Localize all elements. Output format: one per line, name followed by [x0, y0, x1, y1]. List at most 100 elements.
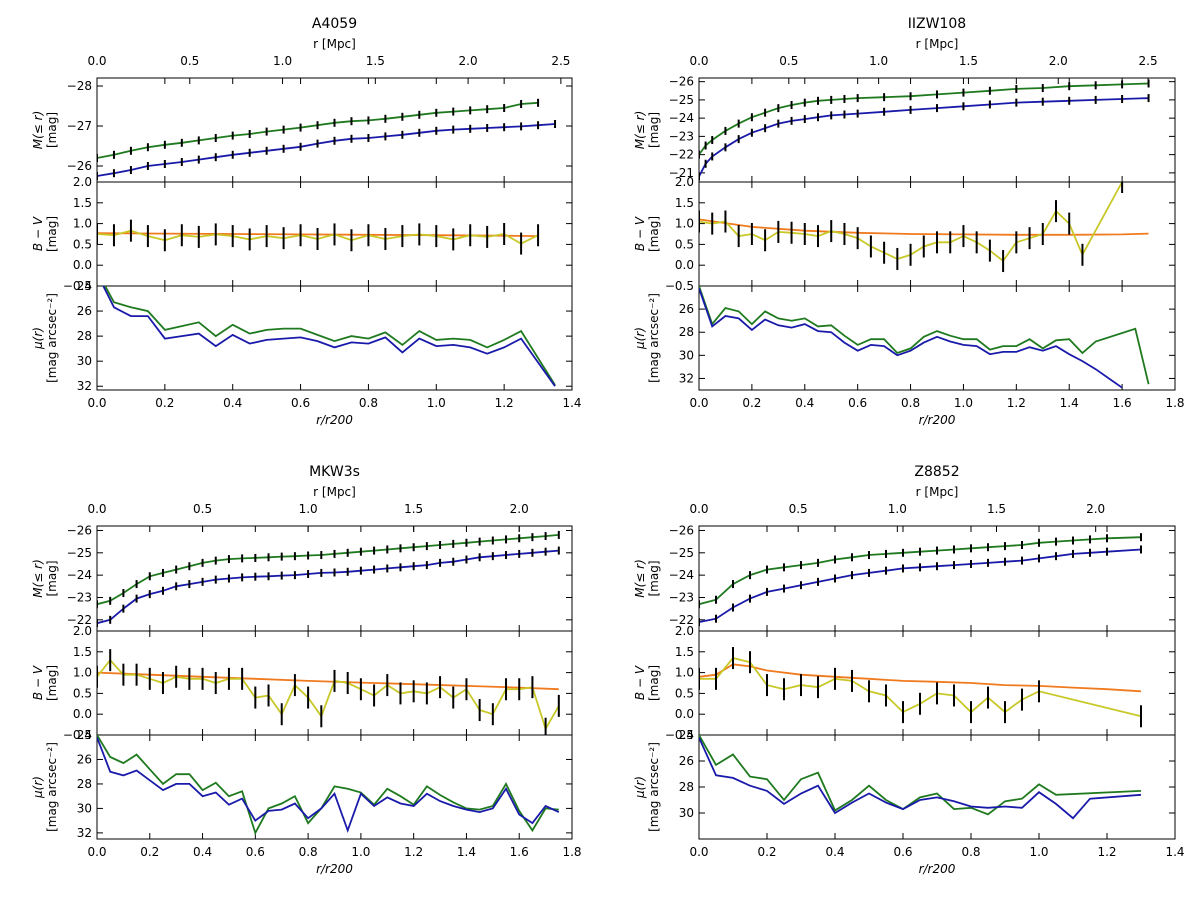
y-tick-label: 1.0	[73, 666, 92, 680]
x-tick-label: 1.6	[1113, 396, 1132, 410]
y-tick-label: 32	[77, 826, 92, 840]
y-tick-label: −26	[669, 75, 694, 89]
y-tick-label: 24	[77, 279, 92, 293]
y-axis-unit: [mag arcsec⁻²]	[45, 293, 59, 383]
top-tick-label: 0.5	[180, 54, 199, 68]
series-line-green	[699, 735, 1142, 816]
x-tick-label: 0.0	[689, 396, 708, 410]
series-line-blue	[699, 288, 1123, 389]
y-axis-label: μ(r)	[633, 776, 647, 799]
panel-frame	[698, 525, 1176, 632]
x-tick-label: 0.8	[299, 845, 318, 859]
series-line-blue	[102, 286, 556, 387]
series-group	[699, 79, 1150, 181]
y-tick-label: −23	[669, 590, 694, 604]
x-tick-label: 0.0	[87, 396, 106, 410]
top-tick-label: 0.0	[87, 54, 106, 68]
y-tick-label: −24	[669, 111, 694, 125]
y-tick-label: −0.5	[665, 728, 694, 742]
top-tick-label: 1.0	[299, 502, 318, 516]
y-axis-label: M(≤ r)	[633, 111, 647, 150]
y-axis-unit: [mag arcsec⁻²]	[647, 742, 661, 832]
y-tick-label: −0.5	[63, 279, 92, 293]
top-tick-label: 0.5	[789, 502, 808, 516]
top-tick-label: 0.0	[689, 54, 708, 68]
x-tick-label: 1.8	[1165, 396, 1184, 410]
y-axis-unit: [mag]	[45, 112, 59, 148]
bottom-axis-label: r/r200	[919, 862, 956, 876]
y-tick-label: 28	[679, 780, 694, 794]
y-axis-label: B − V	[31, 665, 45, 700]
y-tick-label: 1.5	[675, 196, 694, 210]
x-tick-label: 1.4	[562, 396, 581, 410]
y-axis-label: μ(r)	[633, 327, 647, 350]
y-axis-label: μ(r)	[31, 776, 45, 799]
y-axis-label: μ(r)	[31, 327, 45, 350]
x-tick-label: 1.2	[404, 845, 423, 859]
y-axis-label: B − V	[31, 216, 45, 251]
subplot-a4059: A4059 r [Mpc] 0.0 0.5 1.0 1.5 2.0 2.5 −26 −27 −28 M…	[31, 16, 582, 427]
chart-title: MKW3s	[309, 464, 360, 480]
y-tick-label: 0.5	[73, 686, 92, 700]
top-axis-label: r [Mpc]	[916, 485, 959, 499]
chart-title: A4059	[312, 16, 357, 32]
panel-colour: −0.5 0.0 0.5 1.0 1.5 2.0 B − V [mag]	[31, 624, 573, 742]
x-tick-label: 1.8	[562, 845, 581, 859]
y-tick-label: −22	[669, 613, 694, 627]
series-group	[699, 182, 1149, 273]
y-axis-unit: [mag]	[45, 216, 59, 252]
y-tick-label: −26	[67, 523, 92, 537]
top-tick-label: 2.0	[1049, 54, 1068, 68]
y-tick-label: −22	[669, 148, 694, 162]
series-line-blue	[97, 123, 556, 177]
y-tick-label: 1.5	[73, 645, 92, 659]
y-axis-unit: [mag]	[647, 560, 661, 596]
panel-surface-brightness: 26 28 30 32 μ(r) [mag arcsec⁻²] 0.0 0.2 0.4 0.6 0.…	[633, 285, 1185, 427]
y-tick-label: 0.5	[675, 237, 694, 251]
x-tick-label: 0.6	[848, 396, 867, 410]
x-tick-label: 0.4	[825, 845, 844, 859]
x-tick-label: 0.8	[961, 845, 980, 859]
y-axis-label: M(≤ r)	[31, 111, 45, 150]
y-tick-label: 26	[77, 752, 92, 766]
y-tick-label: 0.5	[675, 686, 694, 700]
y-tick-label: −25	[669, 546, 694, 560]
series-line-yellow	[97, 658, 560, 732]
top-tick-label: 1.5	[959, 54, 978, 68]
y-tick-label: 2.0	[73, 175, 92, 189]
y-tick-label: −24	[67, 568, 92, 582]
x-tick-label: 0.6	[291, 396, 310, 410]
x-tick-label: 0.6	[246, 845, 265, 859]
y-tick-label: 1.0	[675, 217, 694, 231]
series-line-blue	[97, 549, 559, 625]
panel-frame	[96, 77, 573, 183]
top-tick-label: 1.5	[366, 54, 385, 68]
top-tick-label: 1.5	[404, 502, 423, 516]
panel-colour: −0.5 0.0 0.5 1.0 1.5 2.0 B − V [mag]	[633, 175, 1176, 293]
y-tick-label: −22	[67, 613, 92, 627]
y-tick-label: −27	[67, 119, 92, 133]
x-tick-label: 1.0	[351, 845, 370, 859]
series-group	[699, 533, 1142, 627]
y-axis-unit: [mag]	[45, 665, 59, 701]
series-line-green	[699, 286, 1150, 385]
y-tick-label: 30	[679, 806, 694, 820]
y-tick-label: −26	[669, 523, 694, 537]
panel-frame	[698, 285, 1176, 391]
series-line-blue	[699, 548, 1142, 623]
y-tick-label: 26	[679, 302, 694, 316]
top-axis-label: r [Mpc]	[313, 37, 356, 51]
y-tick-label: 2.0	[675, 624, 694, 638]
y-tick-label: 1.0	[675, 666, 694, 680]
y-tick-label: 28	[77, 329, 92, 343]
y-tick-label: −21	[669, 166, 694, 180]
bottom-axis-label: r/r200	[316, 862, 353, 876]
x-tick-label: 1.6	[510, 845, 529, 859]
x-tick-label: 1.4	[1165, 845, 1184, 859]
y-axis-label: B − V	[633, 216, 647, 251]
series-group	[102, 286, 556, 387]
series-line-green	[97, 735, 559, 836]
y-axis-label: M(≤ r)	[633, 559, 647, 598]
